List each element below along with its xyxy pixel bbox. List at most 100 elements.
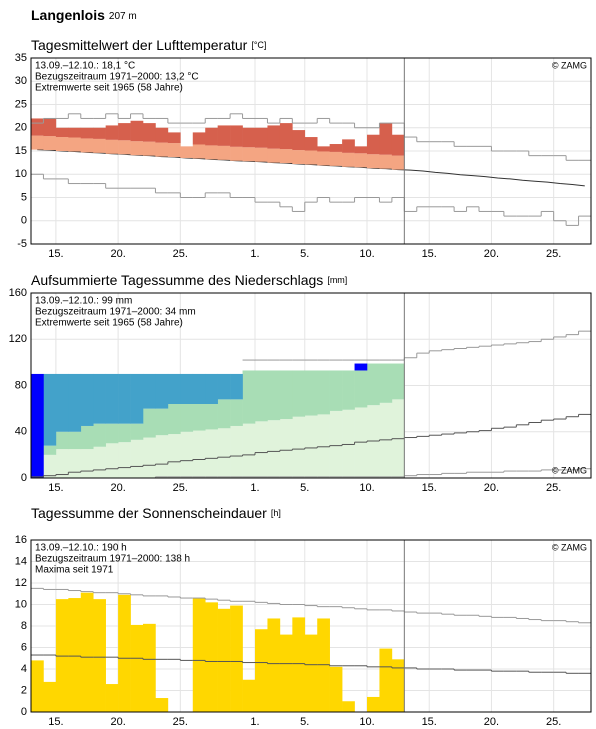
chart-title: Aufsummierte Tagessumme des Niederschlag… [31, 272, 347, 288]
chart-title-text: Tagesmittelwert der Lufttemperatur [31, 37, 248, 53]
station-elevation: 207 m [109, 11, 137, 22]
bar [180, 431, 194, 478]
bar [68, 127, 82, 138]
bar [31, 118, 44, 136]
bar [317, 370, 330, 415]
bar [279, 419, 293, 478]
bar [354, 146, 368, 154]
x-tick-label: 10. [359, 716, 374, 728]
bar [205, 602, 218, 712]
bar [192, 430, 206, 478]
bar [255, 147, 268, 162]
bar [55, 373, 69, 432]
bar [379, 363, 393, 403]
bar [367, 154, 380, 169]
bar [205, 429, 218, 478]
bar [217, 125, 231, 146]
bar [130, 423, 144, 440]
bar [367, 134, 380, 155]
bar [80, 449, 94, 478]
bar [68, 137, 82, 152]
bar [242, 423, 256, 478]
x-tick-label: 15. [48, 248, 63, 260]
bar [267, 125, 281, 149]
annotation: 13.09.–12.10.: 190 h [35, 543, 127, 554]
bar [354, 363, 368, 371]
bar [80, 373, 94, 426]
bar [55, 599, 69, 712]
y-tick-label: 25 [15, 98, 27, 110]
bar [55, 449, 69, 478]
y-tick-label: 40 [15, 426, 27, 438]
bar [391, 659, 405, 712]
bar [130, 624, 144, 712]
y-tick-label: 8 [21, 620, 27, 632]
annotation: Bezugszeitraum 1971–2000: 13,2 °C [35, 72, 199, 83]
bar [155, 408, 169, 436]
bar [180, 404, 194, 432]
chart-unit: [mm] [327, 275, 347, 285]
x-tick-label: 25. [173, 248, 188, 260]
bar [304, 634, 318, 712]
chart-unit: [h] [271, 508, 281, 518]
y-tick-label: 30 [15, 75, 27, 87]
station-name: Langenlois [31, 7, 105, 23]
bar [205, 404, 218, 430]
bar [43, 136, 57, 151]
x-tick-label: 20. [110, 248, 125, 260]
bar [55, 431, 69, 450]
bar [279, 634, 293, 712]
bar [255, 370, 268, 422]
bar [155, 373, 169, 409]
plot-border [30, 539, 592, 713]
x-tick-label: 10. [359, 482, 374, 494]
bar [242, 147, 256, 162]
bar [105, 125, 119, 140]
bar [391, 155, 405, 170]
bar [317, 414, 330, 478]
bar [304, 150, 318, 165]
bar [118, 594, 131, 712]
plot-border [30, 57, 592, 245]
bar [167, 143, 181, 158]
bar [167, 404, 181, 435]
bar [130, 141, 144, 156]
bar [167, 373, 181, 404]
bar [367, 696, 380, 712]
x-tick-label: 5. [300, 482, 309, 494]
y-tick-label: 16 [15, 534, 27, 546]
bar [31, 373, 44, 478]
bar [80, 592, 94, 712]
x-tick-label: 10. [359, 248, 374, 260]
x-tick-label: 5. [300, 716, 309, 728]
bar [267, 420, 281, 478]
chart-title-text: Aufsummierte Tagessumme des Niederschlag… [31, 272, 323, 288]
bar [192, 373, 206, 404]
chart-title: Tagesmittelwert der Lufttemperatur [°C] [31, 37, 266, 53]
x-tick-label: 1. [250, 716, 259, 728]
y-tick-label: -5 [17, 238, 27, 250]
bar [192, 598, 206, 712]
bar [304, 370, 318, 416]
y-tick-label: 0 [21, 706, 27, 718]
x-tick-label: 15. [48, 716, 63, 728]
bar [192, 132, 206, 145]
bar [267, 148, 281, 163]
bar [317, 146, 330, 152]
bar [391, 134, 405, 156]
x-tick-label: 15. [422, 716, 437, 728]
bar [43, 454, 57, 478]
bar [292, 416, 306, 478]
bar [105, 373, 119, 424]
y-tick-label: 14 [15, 555, 27, 567]
x-tick-label: 25. [546, 248, 561, 260]
bar [205, 373, 218, 404]
bar [255, 127, 268, 148]
source-note: © ZAMG [552, 465, 587, 475]
bar [143, 373, 156, 409]
bar [317, 151, 330, 166]
bar [292, 150, 306, 165]
annotation: Extremwerte seit 1965 (58 Jahre) [35, 83, 183, 94]
bar [279, 123, 293, 150]
bar [192, 144, 206, 159]
